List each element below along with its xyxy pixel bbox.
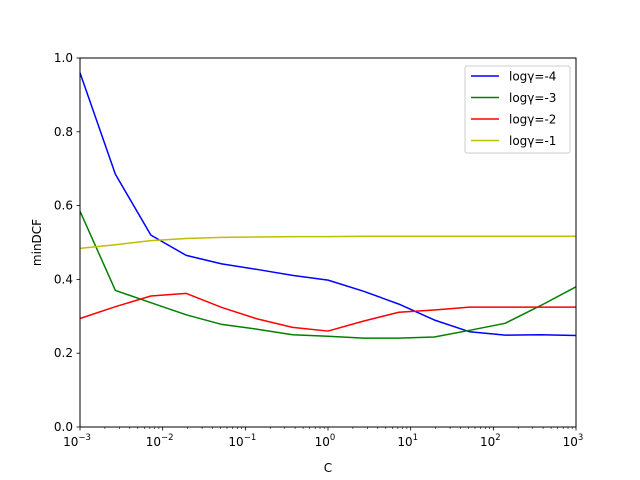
series-layer (79, 72, 577, 339)
x-tick-label: 101 (397, 433, 418, 449)
legend-label-2: logγ=-2 (509, 113, 556, 127)
x-tick-label: 100 (315, 433, 336, 449)
y-tick-label: 0.6 (54, 199, 73, 213)
y-tick-label: 0.4 (54, 272, 73, 286)
x-tick-label: 10−2 (146, 433, 174, 449)
x-tick-label: 10−3 (63, 433, 91, 449)
legend-label-1: logγ=-3 (509, 91, 556, 105)
y-tick-label: 0.0 (54, 420, 73, 434)
legend-box (464, 65, 571, 154)
x-axis-title: C (324, 461, 332, 475)
y-axis-title: minDCF (30, 219, 44, 266)
y-tick-label: 0.8 (54, 125, 73, 139)
series-line-0 (79, 72, 577, 337)
x-axis: 10−3 10−2 10−1 100 101 102 103 (63, 427, 583, 449)
legend: logγ=-4 logγ=-3 logγ=-2 logγ=-1 (464, 65, 571, 154)
legend-label-3: logγ=-1 (509, 134, 556, 148)
series-line-2 (79, 292, 576, 332)
y-axis: 0.0 0.2 0.4 0.6 0.8 1.0 (54, 51, 80, 434)
series-line-3 (79, 235, 576, 250)
x-tick-label: 103 (563, 433, 584, 449)
legend-label-0: logγ=-4 (509, 70, 556, 84)
y-tick-label: 1.0 (54, 51, 73, 65)
series-line-1 (79, 210, 577, 339)
x-tick-label: 10−1 (228, 433, 256, 449)
x-tick-label: 102 (480, 433, 501, 449)
y-tick-label: 0.2 (54, 346, 73, 360)
